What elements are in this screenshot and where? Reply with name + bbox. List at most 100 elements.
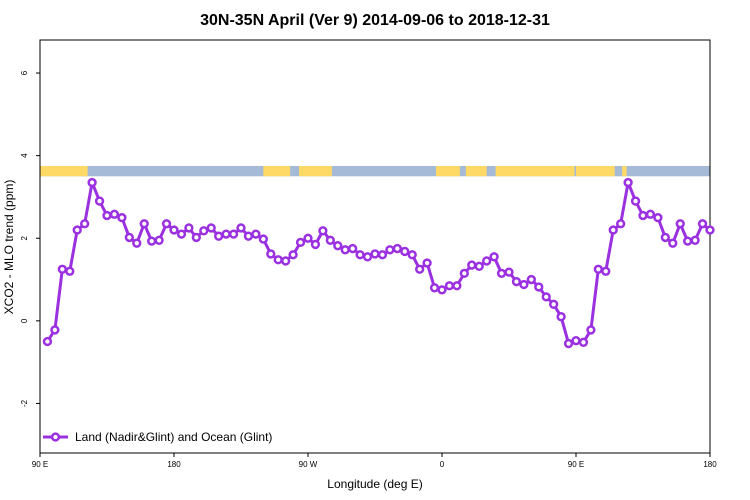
data-point: [519, 279, 529, 290]
data-point: [385, 245, 395, 255]
data-point: [251, 229, 261, 239]
y-tick-label: 2: [20, 235, 29, 240]
data-point: [340, 245, 350, 255]
data-point: [214, 231, 224, 241]
data-point: [444, 281, 455, 291]
x-tick-label: 90 W: [299, 460, 318, 469]
data-point: [57, 264, 67, 274]
x-tick-label: 0: [440, 460, 445, 469]
data-point: [467, 260, 477, 270]
data-point: [482, 256, 492, 266]
data-point: [653, 212, 663, 223]
chart-title: 30N-35N April (Ver 9) 2014-09-06 to 2018…: [200, 12, 550, 29]
y-axis-ticks: -2 0 2 4 6: [20, 70, 40, 407]
y-tick-label: -2: [20, 399, 29, 407]
data-point: [147, 236, 157, 246]
data-point: [281, 256, 291, 266]
data-point: [94, 196, 105, 206]
series-layer: [42, 177, 715, 349]
data-point: [489, 252, 499, 262]
land-band-segment: [263, 165, 291, 177]
legend: Land (Nadir&Glint) and Ocean (Glint): [43, 430, 272, 444]
data-point: [184, 223, 194, 233]
data-point: [176, 229, 187, 239]
land-band-segment: [299, 165, 332, 177]
data-point: [683, 236, 693, 246]
data-point: [392, 243, 402, 254]
data-point: [645, 209, 656, 219]
data-point: [586, 325, 596, 335]
y-tick-label: 0: [20, 318, 29, 323]
data-point: [154, 235, 164, 245]
legend-marker: [50, 432, 61, 442]
land-band-segment: [622, 165, 627, 177]
data-point: [638, 210, 648, 221]
plot-frame: [39, 39, 711, 454]
data-point: [511, 276, 522, 287]
data-point: [690, 235, 700, 245]
data-point: [660, 232, 670, 243]
data-point: [437, 285, 447, 295]
land-band-segment: [40, 165, 88, 177]
x-tick-label: 90 E: [32, 460, 48, 469]
data-point: [191, 232, 201, 243]
data-point: [578, 337, 589, 347]
data-point: [623, 177, 633, 188]
data-point: [496, 268, 507, 278]
legend-label: Land (Nadir&Glint) and Ocean (Glint): [75, 430, 272, 444]
data-point: [370, 249, 380, 259]
data-point: [526, 274, 536, 285]
land-band-segment: [576, 165, 615, 177]
data-point: [377, 250, 388, 260]
data-point: [228, 229, 239, 239]
data-point: [549, 299, 559, 309]
data-point: [169, 225, 179, 235]
data-point: [87, 177, 97, 188]
data-point: [422, 258, 432, 268]
data-point: [608, 225, 618, 235]
data-point: [310, 239, 321, 250]
y-tick-label: 6: [20, 70, 29, 75]
y-axis-label: XCO2 - MLO trend (ppm): [2, 180, 16, 315]
data-point: [161, 219, 172, 229]
data-point: [541, 292, 551, 302]
data-point: [325, 235, 335, 245]
series-line: [46, 180, 711, 346]
data-point: [221, 229, 231, 239]
data-point: [243, 231, 254, 241]
data-point: [42, 336, 53, 347]
data-point: [206, 223, 216, 233]
data-point: [616, 219, 626, 229]
data-point: [258, 234, 268, 244]
x-tick-label: 180: [703, 460, 717, 469]
data-point: [318, 226, 328, 236]
data-point: [675, 219, 685, 229]
data-point: [429, 283, 440, 293]
data-point: [117, 212, 127, 223]
data-point: [571, 336, 581, 346]
data-point: [474, 261, 484, 271]
data-point: [124, 232, 134, 243]
data-point: [355, 250, 365, 260]
land-band-segment: [436, 165, 460, 177]
data-point: [362, 252, 373, 262]
data-point: [697, 219, 708, 229]
data-point: [65, 266, 75, 276]
data-point: [109, 209, 120, 219]
data-point: [199, 226, 209, 236]
data-point: [303, 233, 313, 243]
data-point: [288, 250, 298, 260]
data-point: [348, 243, 358, 254]
data-point: [459, 268, 469, 278]
data-point: [668, 238, 678, 248]
data-point: [236, 223, 246, 233]
data-point: [601, 266, 611, 276]
data-point: [266, 249, 276, 259]
data-point: [705, 225, 715, 235]
ocean-band: [40, 165, 710, 177]
data-point: [563, 338, 574, 349]
data-point: [102, 210, 112, 221]
x-tick-label: 90 E: [568, 460, 584, 469]
data-point: [504, 267, 514, 277]
data-point: [534, 282, 544, 292]
